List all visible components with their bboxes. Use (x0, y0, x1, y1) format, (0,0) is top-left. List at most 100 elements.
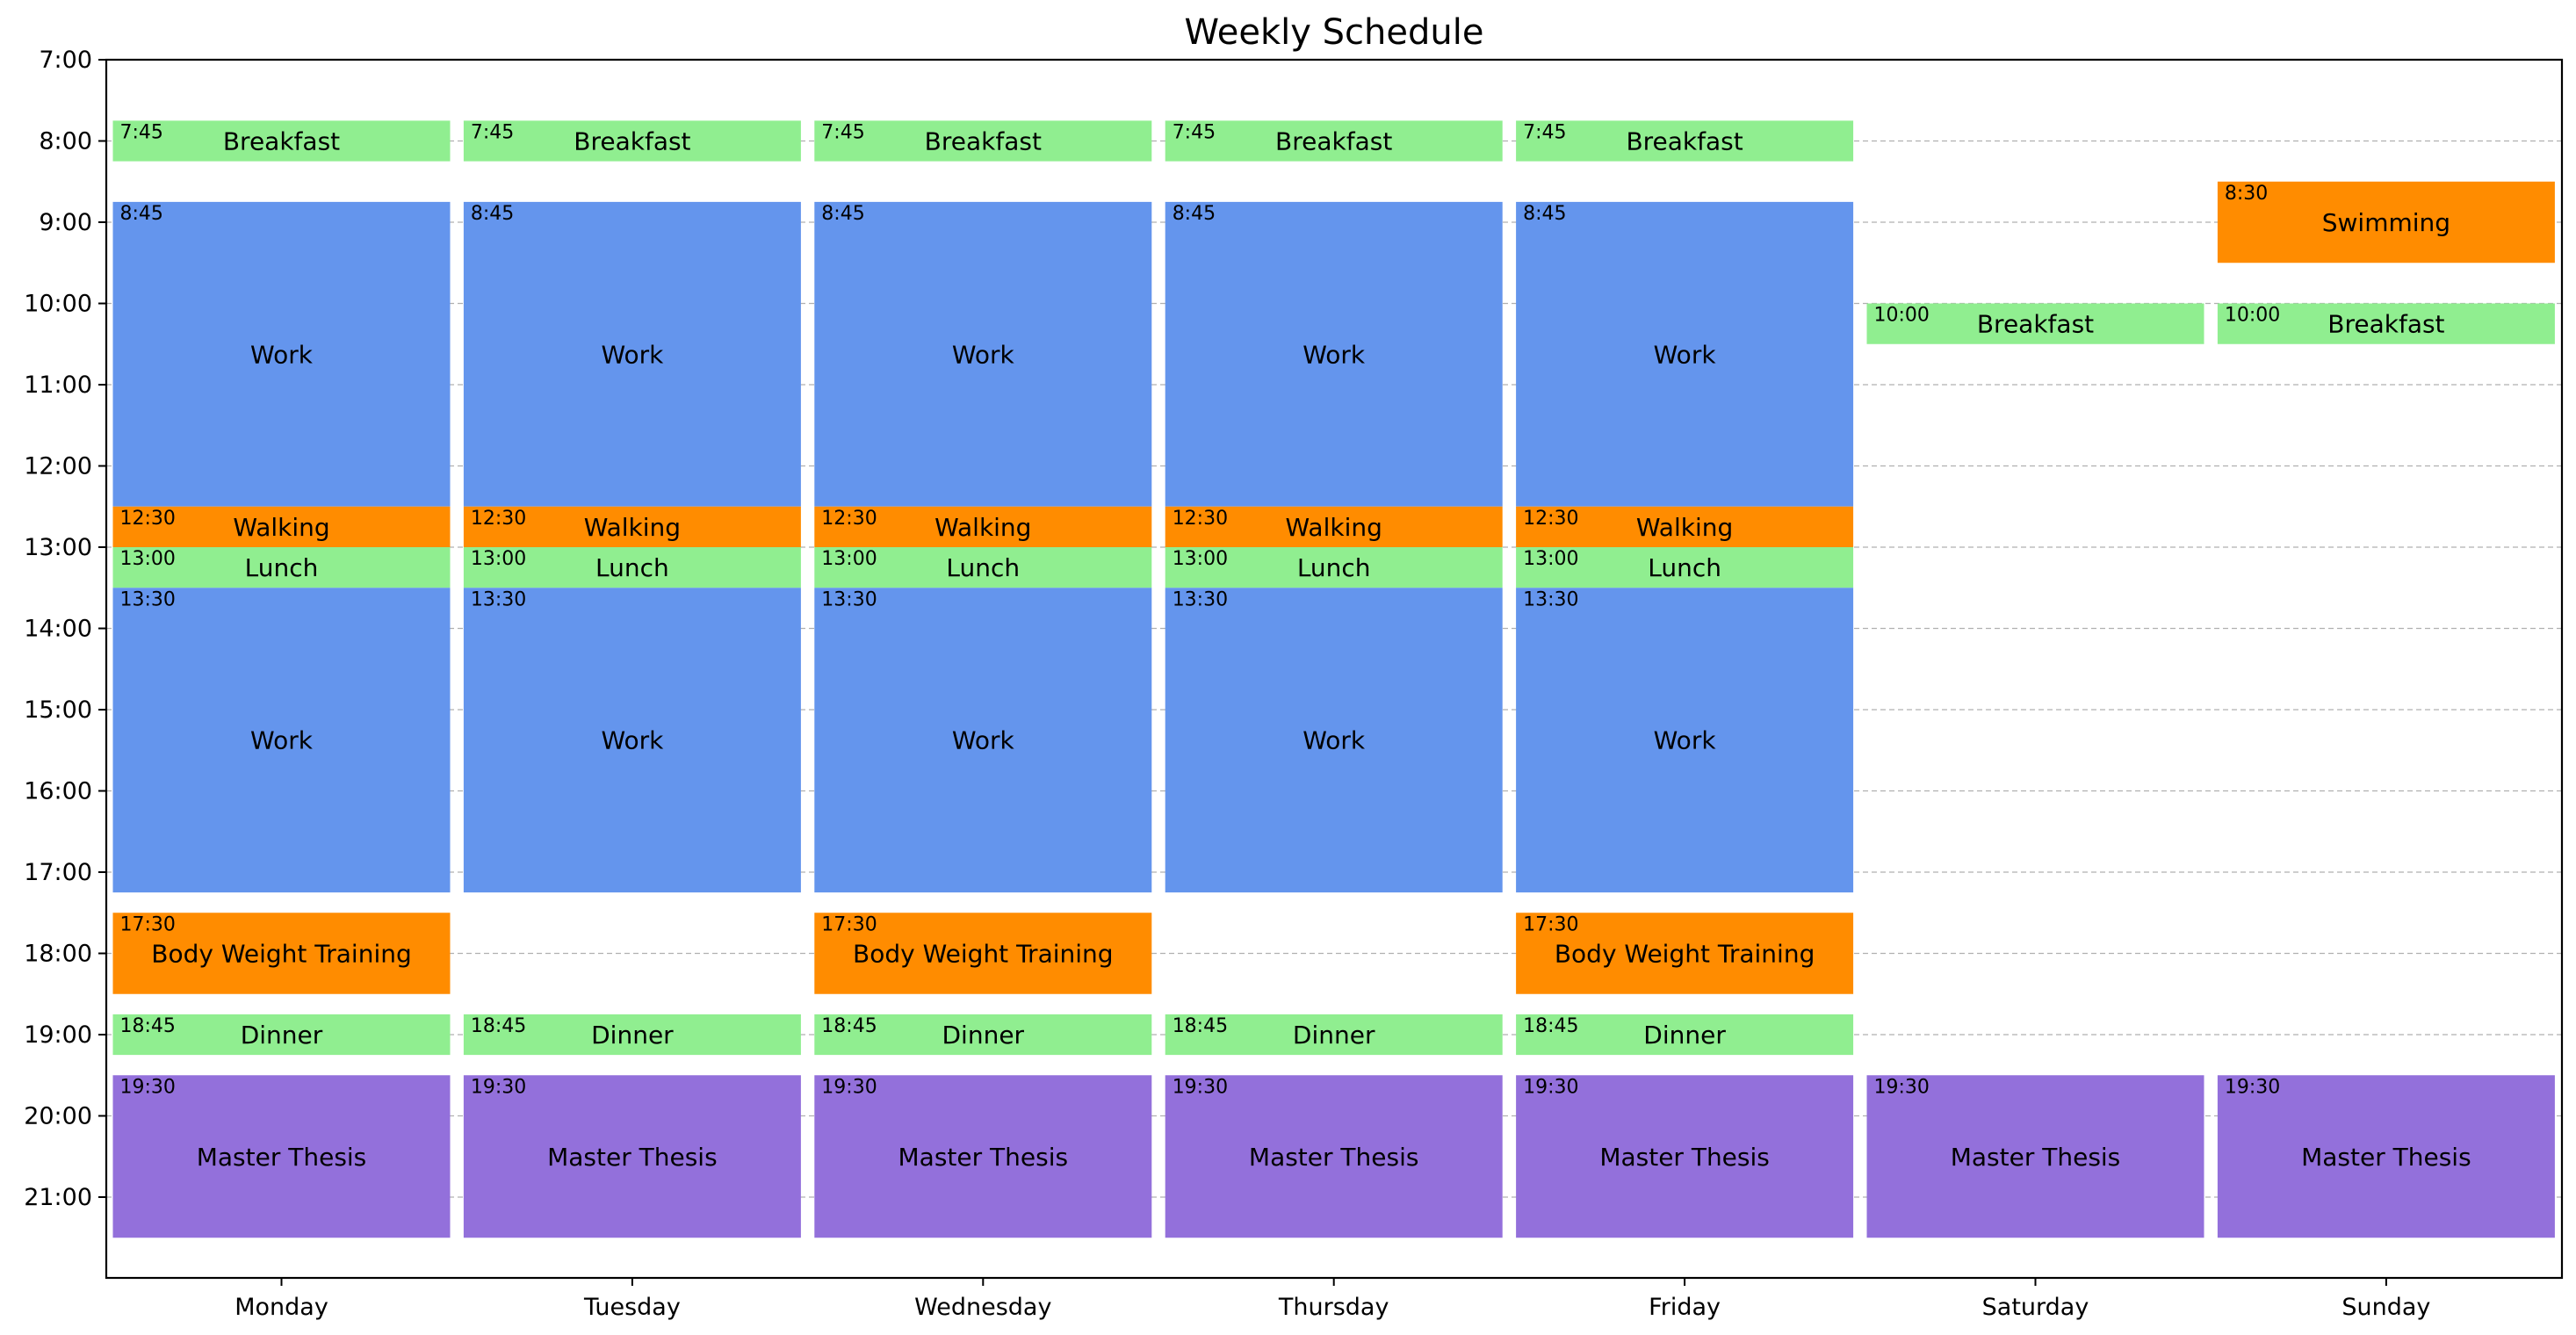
event-block: 17:30 Body Weight Training (1516, 913, 1854, 994)
y-tick-label: 15:00 (24, 696, 92, 724)
event-bar (1165, 547, 1503, 588)
event-start-time: 8:45 (821, 203, 864, 225)
event-block: 10:00 Breakfast (2217, 303, 2555, 344)
event-bar (1165, 588, 1503, 893)
x-tick-label: Monday (235, 1294, 328, 1321)
event-name: Breakfast (1977, 310, 2094, 339)
event-name: Dinner (1293, 1021, 1375, 1050)
y-tick-label: 21:00 (24, 1184, 92, 1211)
event-name: Walking (1286, 513, 1382, 542)
event-start-time: 12:30 (471, 508, 526, 530)
event-bar (1516, 506, 1854, 547)
event-bar (1165, 201, 1503, 507)
event-name: Breakfast (574, 127, 690, 156)
event-name: Master Thesis (898, 1143, 1069, 1172)
event-name: Work (250, 726, 314, 755)
event-block: 12:30 Walking (1516, 506, 1854, 547)
event-bar (463, 506, 801, 547)
event-bar (814, 913, 1152, 994)
event-block: 13:30 Work (1516, 588, 1854, 893)
event-block: 12:30 Walking (814, 506, 1152, 547)
event-name: Walking (1636, 513, 1733, 542)
y-tick-label: 9:00 (39, 209, 92, 236)
event-start-time: 7:45 (471, 121, 514, 143)
event-bar (112, 588, 451, 893)
event-bar (112, 547, 451, 588)
event-start-time: 7:45 (1523, 121, 1566, 143)
event-block: 13:30 Work (463, 588, 801, 893)
event-block: 19:30 Master Thesis (2217, 1075, 2555, 1238)
event-name: Swimming (2322, 208, 2450, 237)
event-name: Walking (233, 513, 329, 542)
event-start-time: 12:30 (1523, 508, 1578, 530)
y-tick-label: 14:00 (24, 616, 92, 643)
event-name: Master Thesis (547, 1143, 718, 1172)
event-block: 13:30 Work (814, 588, 1152, 893)
event-bar (1165, 1014, 1503, 1056)
event-block: 13:00 Lunch (1516, 547, 1854, 588)
event-start-time: 19:30 (1874, 1076, 1930, 1098)
event-block: 13:00 Lunch (814, 547, 1152, 588)
plot-frame (105, 58, 2564, 1280)
event-bar (814, 1014, 1152, 1056)
event-name: Dinner (1643, 1021, 1726, 1050)
event-start-time: 7:45 (120, 121, 163, 143)
event-start-time: 7:45 (821, 121, 864, 143)
event-start-time: 17:30 (821, 913, 877, 935)
event-block: 13:00 Lunch (1165, 547, 1503, 588)
chart-title: Weekly Schedule (1185, 12, 1484, 53)
event-name: Work (601, 340, 664, 369)
y-tick-label: 17:00 (24, 859, 92, 886)
y-tick-label: 20:00 (24, 1103, 92, 1130)
event-start-time: 19:30 (471, 1076, 526, 1098)
event-name: Master Thesis (2301, 1143, 2471, 1172)
event-bar (2217, 1075, 2555, 1238)
event-block: 7:45 Breakfast (814, 120, 1152, 162)
event-start-time: 8:30 (2225, 183, 2268, 205)
event-block: 8:45 Work (1165, 201, 1503, 507)
event-name: Lunch (1648, 553, 1721, 582)
event-start-time: 18:45 (120, 1015, 176, 1037)
event-start-time: 13:00 (120, 548, 176, 570)
event-name: Walking (934, 513, 1031, 542)
y-tick-label: 11:00 (24, 372, 92, 399)
event-start-time: 13:30 (821, 588, 877, 610)
event-block: 19:30 Master Thesis (1165, 1075, 1503, 1238)
event-bar (1516, 588, 1854, 893)
event-bar (2217, 181, 2555, 263)
event-block: 12:30 Walking (112, 506, 451, 547)
event-start-time: 19:30 (821, 1076, 877, 1098)
event-start-time: 17:30 (1523, 913, 1578, 935)
event-bar (463, 120, 801, 162)
event-block: 19:30 Master Thesis (814, 1075, 1152, 1238)
event-name: Work (1654, 340, 1717, 369)
y-tick-label: 18:00 (24, 941, 92, 968)
event-block: 19:30 Master Thesis (463, 1075, 801, 1238)
event-block: 13:00 Lunch (112, 547, 451, 588)
event-block: 8:30 Swimming (2217, 181, 2555, 263)
event-bar (1516, 201, 1854, 507)
event-block: 12:30 Walking (1165, 506, 1503, 547)
event-start-time: 13:00 (471, 548, 526, 570)
event-start-time: 19:30 (120, 1076, 176, 1098)
event-bar (1516, 547, 1854, 588)
event-start-time: 10:00 (1874, 305, 1930, 327)
event-name: Work (1654, 726, 1717, 755)
event-bar (1866, 303, 2204, 344)
event-bar (112, 120, 451, 162)
event-start-time: 13:30 (1173, 588, 1228, 610)
event-bar (463, 547, 801, 588)
event-block: 13:00 Lunch (463, 547, 801, 588)
event-name: Dinner (591, 1021, 674, 1050)
x-tick-label: Wednesday (914, 1294, 1051, 1321)
event-bar (1516, 1014, 1854, 1056)
event-start-time: 10:00 (2225, 305, 2280, 327)
event-block: 7:45 Breakfast (1516, 120, 1854, 162)
event-bar (1516, 1075, 1854, 1238)
event-bar (112, 506, 451, 547)
event-name: Work (250, 340, 314, 369)
event-start-time: 19:30 (1173, 1076, 1228, 1098)
event-bar (463, 588, 801, 893)
event-block: 19:30 Master Thesis (112, 1075, 451, 1238)
event-start-time: 12:30 (1173, 508, 1228, 530)
